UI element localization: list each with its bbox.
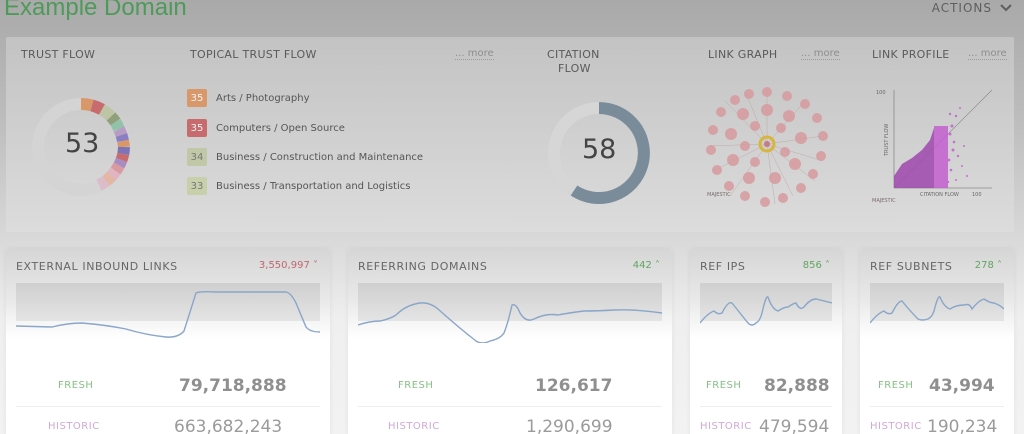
chevron-down-icon: ˅ <box>309 260 318 271</box>
card-title: REF IPS <box>700 260 746 273</box>
delta-value: 3,550,997 <box>258 260 310 271</box>
sparkline-background <box>700 283 832 321</box>
delta-value: 278 <box>974 260 994 271</box>
fresh-label: FRESH <box>58 380 94 391</box>
topic-row[interactable]: 35 Computers / Open Source <box>187 119 345 137</box>
link-graph-title: LINK GRAPH <box>708 48 778 61</box>
delta-up-badge: 442 ˄ <box>633 260 660 271</box>
fresh-value: 126,617 <box>535 376 613 396</box>
y-axis-label: TRUST FLOW <box>884 124 890 157</box>
delta-value: 856 <box>802 260 822 271</box>
external-inbound-links-card: EXTERNAL INBOUND LINKS 3,550,997 ˅ FRESH… <box>6 249 330 434</box>
ref-ips-card: REF IPS 856 ˄ FRESH 82,888 HISTORIC 479,… <box>690 249 842 434</box>
topic-label: Business / Construction and Maintenance <box>216 151 424 163</box>
fresh-value: 82,888 <box>764 376 830 396</box>
delta-value: 442 <box>632 260 652 271</box>
card-title: REFERRING DOMAINS <box>358 260 488 273</box>
x-axis-max-label: 100 <box>972 192 982 198</box>
majestic-logo-profile: MAJESTIC <box>872 198 896 204</box>
topic-score-badge: 34 <box>187 148 207 166</box>
topic-row[interactable]: 35 Arts / Photography <box>187 89 310 107</box>
actions-label: ACTIONS <box>931 1 992 15</box>
fresh-value: 43,994 <box>929 376 995 396</box>
topic-score-badge: 33 <box>187 177 207 195</box>
link-profile-more-link[interactable]: ... more <box>968 48 1007 60</box>
topic-label: Arts / Photography <box>216 92 310 104</box>
chevron-down-icon <box>1000 4 1012 12</box>
trust-flow-value: 53 <box>65 128 100 159</box>
x-axis-label: CITATION FLOW <box>920 192 959 198</box>
citation-flow-value: 58 <box>582 134 617 165</box>
historic-label: HISTORIC <box>388 421 440 432</box>
sparkline <box>358 302 662 343</box>
historic-value: 663,682,243 <box>174 417 283 434</box>
chevron-up-icon: ˄ <box>821 260 830 271</box>
link-profile-scatter[interactable]: 100 100 CITATION FLOW TRUST FLOW <box>872 86 996 198</box>
historic-label: HISTORIC <box>870 421 922 432</box>
fresh-label: FRESH <box>706 380 742 391</box>
actions-menu-button[interactable]: ACTIONS <box>932 1 1012 15</box>
citation-flow-donut <box>548 102 650 204</box>
card-title: REF SUBNETS <box>870 260 953 273</box>
referring-domains-card: REFERRING DOMAINS 442 ˄ FRESH 126,617 HI… <box>348 249 672 434</box>
historic-value: 479,594 <box>759 417 830 434</box>
delta-up-badge: 856 ˄ <box>803 260 830 271</box>
ref-subnets-card: REF SUBNETS 278 ˄ FRESH 43,994 HISTORIC … <box>860 249 1014 434</box>
overview-panel <box>6 37 1014 232</box>
chevron-up-icon: ˄ <box>651 260 660 271</box>
historic-value: 1,290,699 <box>526 417 613 434</box>
fresh-label: FRESH <box>878 380 914 391</box>
topical-more-link[interactable]: ... more <box>455 48 494 60</box>
topic-label: Computers / Open Source <box>216 122 345 134</box>
y-axis-max-label: 100 <box>876 90 886 96</box>
sparkline-background <box>16 283 320 321</box>
divider <box>16 406 320 407</box>
chevron-up-icon: ˄ <box>993 260 1002 271</box>
link-graph-visual[interactable] <box>705 86 829 208</box>
fresh-label: FRESH <box>398 380 434 391</box>
topic-score-badge: 35 <box>187 89 207 107</box>
sparkline <box>700 296 832 326</box>
divider <box>358 406 662 407</box>
topic-row[interactable]: 33 Business / Transportation and Logisti… <box>187 177 410 195</box>
historic-value: 190,234 <box>927 417 998 434</box>
delta-up-badge: 278 ˄ <box>975 260 1002 271</box>
link-graph-more-link[interactable]: ... more <box>801 48 840 60</box>
topic-score-badge: 35 <box>187 119 207 137</box>
trust-flow-donut <box>32 97 130 196</box>
topic-row[interactable]: 34 Business / Construction and Maintenan… <box>187 148 423 166</box>
fresh-value: 79,718,888 <box>179 376 287 396</box>
card-title: EXTERNAL INBOUND LINKS <box>16 260 178 273</box>
divider <box>870 406 1004 407</box>
topical-trust-flow-title: TOPICAL TRUST FLOW <box>190 48 317 61</box>
sparkline <box>870 296 1004 324</box>
delta-down-badge: 3,550,997 ˅ <box>259 260 318 271</box>
historic-label: HISTORIC <box>700 421 752 432</box>
page-header: Example Domain ACTIONS <box>0 0 1024 28</box>
page-title: Example Domain <box>4 0 187 21</box>
majestic-logo-graph: MAJESTIC <box>707 192 731 198</box>
historic-label: HISTORIC <box>48 421 100 432</box>
sparkline <box>16 290 320 338</box>
citation-flow-title-line2: FLOW <box>558 62 591 75</box>
citation-flow-title: CITATION <box>547 48 600 61</box>
link-profile-title: LINK PROFILE <box>872 48 950 61</box>
divider <box>700 406 832 407</box>
topic-label: Business / Transportation and Logistics <box>216 180 411 192</box>
trust-flow-title: TRUST FLOW <box>21 48 96 61</box>
